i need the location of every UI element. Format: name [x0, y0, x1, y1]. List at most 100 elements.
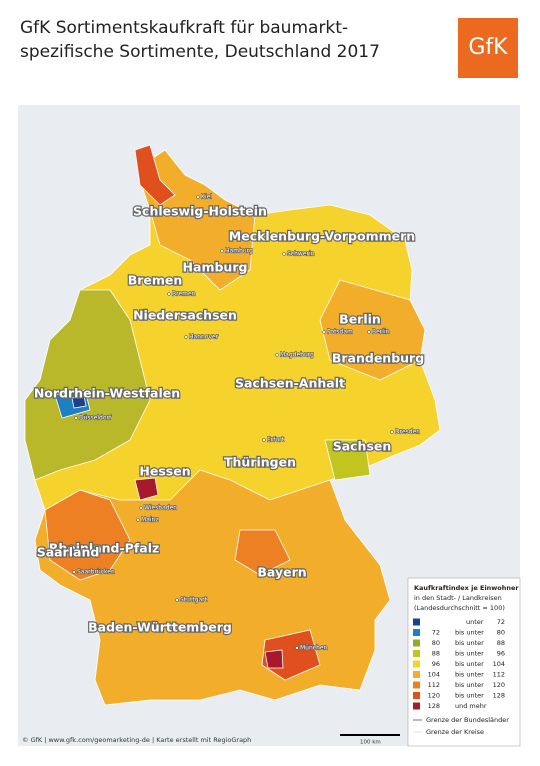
city-label: Berlin: [372, 329, 390, 336]
city-label: Hannover: [189, 334, 219, 341]
legend-text: 104: [428, 671, 440, 679]
legend-swatch: [413, 650, 420, 657]
legend-text: Grenze der Kreise: [426, 728, 484, 736]
legend-swatch: [413, 629, 420, 636]
city-dot: [322, 330, 326, 334]
city-label: Stuttgart: [180, 597, 208, 604]
region: [134, 144, 176, 206]
legend-title: (Landesdurchschnitt = 100): [414, 604, 505, 612]
city-label: Potsdam: [327, 329, 353, 336]
state-label: Hamburg: [183, 260, 248, 275]
region: [24, 289, 151, 481]
legend-text: 96: [432, 660, 440, 668]
legend-text: 128: [493, 692, 505, 700]
region: [44, 489, 131, 581]
legend-swatch: [413, 618, 420, 626]
legend-text: bis unter: [455, 650, 484, 658]
legend-text: bis unter: [455, 692, 484, 700]
city-label: München: [300, 645, 328, 652]
city-dot: [275, 353, 279, 357]
legend-text: bis unter: [455, 639, 484, 647]
legend-text: 120: [428, 692, 440, 700]
city-dot: [295, 646, 299, 650]
state-label: Sachsen: [333, 439, 392, 454]
region: [71, 395, 87, 409]
legend-swatch: [413, 692, 420, 699]
footer: © GfK | www.gfk.com/geomarketing-de | Ka…: [22, 736, 251, 744]
legend-text: bis unter: [455, 671, 484, 679]
title: spezifische Sortimente, Deutschland 2017: [20, 42, 380, 62]
city-label: Schwerin: [287, 251, 315, 258]
state-label: Rheinland-Pfalz: [49, 541, 160, 556]
scale-label: 100 km: [360, 740, 381, 746]
logo-box: [458, 18, 518, 78]
city-label: Bremen: [172, 291, 196, 298]
legend-swatch: [413, 671, 420, 678]
region: [324, 439, 371, 481]
city-dot: [139, 506, 143, 510]
city-label: Hamburg: [225, 248, 253, 255]
city-label: Wiesbaden: [144, 505, 177, 512]
region: [264, 649, 284, 669]
legend-swatch: [413, 639, 420, 647]
state-label: Bremen: [128, 273, 183, 288]
city-label: Dresden: [395, 429, 420, 436]
state-label: Brandenburg: [332, 351, 424, 366]
region: [319, 279, 426, 381]
city-label: Mainz: [141, 517, 158, 524]
state-label: Baden-Württemberg: [88, 620, 232, 635]
legend-text: 128: [428, 702, 440, 710]
legend-text: 120: [493, 681, 505, 689]
logo: GfK: [468, 35, 508, 60]
state-label: Thüringen: [224, 455, 296, 470]
legend-title: in den Stadt- / Landkreisen: [414, 594, 502, 602]
region: [134, 477, 159, 501]
legend-title: Kaufkraftindex je Einwohner: [414, 584, 519, 592]
state-label: Niedersachsen: [133, 308, 237, 323]
city-label: Saarbrücken: [77, 569, 115, 576]
legend-swatch: [413, 660, 420, 668]
state-label: Saarland: [37, 545, 100, 560]
city-dot: [262, 438, 266, 442]
germany: [24, 144, 441, 706]
legend-text: 112: [428, 681, 440, 689]
city-dot: [72, 570, 76, 574]
legend-swatch: [413, 681, 420, 689]
city-dot: [184, 335, 188, 339]
legend-text: 88: [497, 639, 505, 647]
state-label: Schleswig-Holstein: [133, 204, 267, 219]
city-dot: [136, 518, 140, 522]
state-label: Hessen: [139, 464, 190, 479]
legend-text: bis unter: [455, 681, 484, 689]
legend-swatch: [413, 702, 420, 710]
city-label: Erfurt: [267, 437, 285, 444]
state-label: Berlin: [339, 312, 381, 327]
legend-text: 80: [432, 639, 440, 647]
city-label: Kiel: [201, 194, 212, 201]
legend-text: und mehr: [455, 702, 487, 710]
city-dot: [167, 292, 171, 296]
city-dot: [282, 252, 286, 256]
legend-text: 72: [497, 618, 505, 626]
state-label: Bayern: [257, 565, 306, 580]
title: GfK Sortimentskaufkraft für baumarkt-: [20, 18, 348, 38]
city-dot: [367, 330, 371, 334]
legend-text: 96: [497, 650, 505, 658]
state-label: Sachsen-Anhalt: [235, 376, 345, 391]
legend-text: 104: [493, 660, 505, 668]
city-dot: [175, 598, 179, 602]
city-label: Düsseldorf: [79, 415, 112, 422]
legend-text: 112: [493, 671, 505, 679]
state-label: Mecklenburg-Vorpommern: [229, 229, 415, 244]
city-dot: [220, 249, 224, 253]
region: [234, 529, 291, 576]
legend-box: [407, 577, 521, 747]
legend-text: bis unter: [455, 629, 484, 637]
legend-text: unter: [466, 618, 484, 626]
legend-text: 88: [432, 650, 440, 658]
city-dot: [390, 430, 394, 434]
city-dot: [74, 416, 78, 420]
legend-text: Grenze der Bundesländer: [426, 716, 509, 724]
